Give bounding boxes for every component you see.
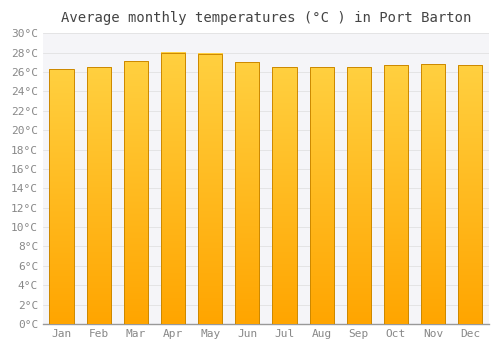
Bar — [272, 67, 296, 324]
Bar — [421, 64, 445, 324]
Title: Average monthly temperatures (°C ) in Port Barton: Average monthly temperatures (°C ) in Po… — [60, 11, 471, 25]
Bar — [458, 65, 482, 324]
Bar — [347, 67, 371, 324]
Bar — [86, 67, 111, 324]
Bar — [236, 62, 260, 324]
Bar — [124, 61, 148, 324]
Bar — [198, 54, 222, 324]
Bar — [161, 52, 185, 324]
Bar — [50, 69, 74, 324]
Bar — [310, 67, 334, 324]
Bar — [384, 65, 408, 324]
